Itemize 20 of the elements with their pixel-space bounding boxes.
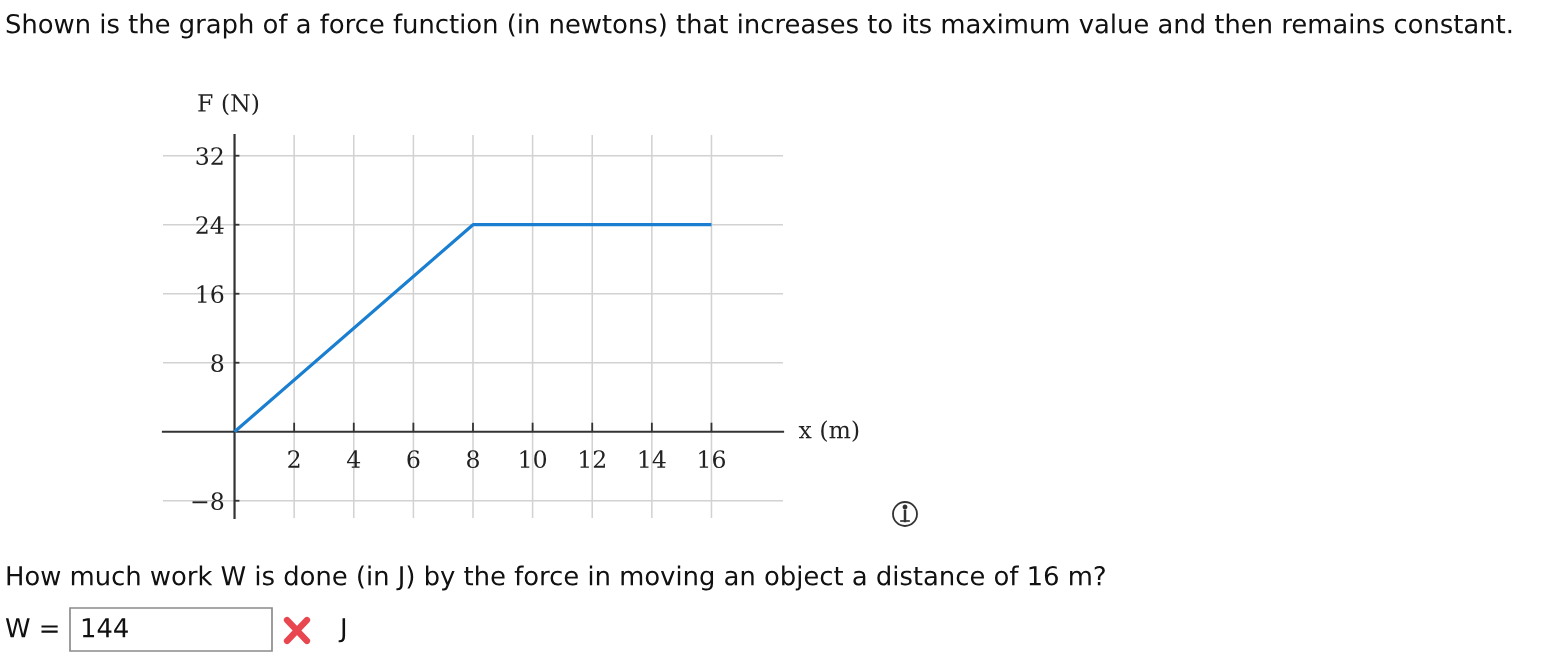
x-tick-label: 4	[346, 450, 361, 468]
x-tick-label: 10	[520, 450, 547, 469]
x-axis-title: x (m)	[798, 420, 859, 442]
y-tick-label: −8	[192, 492, 224, 511]
x-tick-label: 6	[407, 450, 420, 469]
x-tick-label: 16	[699, 450, 725, 469]
text: J	[338, 618, 346, 643]
y-tick-label: 24	[196, 216, 224, 234]
x-tick-label: 2	[288, 450, 300, 468]
y-axis-title: F (N)	[198, 93, 259, 116]
chart-title: Shown is the graph of a force function (in newtons) that increases to its maximum value and then remains constant.	[6, 13, 1512, 39]
x-tick-label: 12	[580, 450, 605, 468]
text: W =	[5, 618, 58, 638]
y-tick-label: 8	[211, 354, 224, 373]
x-tick-label: 8	[467, 450, 479, 469]
text: 144	[82, 618, 128, 638]
y-tick-label: 32	[196, 147, 223, 166]
y-tick-label: 16	[197, 285, 224, 304]
x-tick-label: 14	[639, 450, 666, 468]
text: How much work W is done (in J) by the force in moving an object a distance of 16 m?	[7, 565, 1105, 591]
